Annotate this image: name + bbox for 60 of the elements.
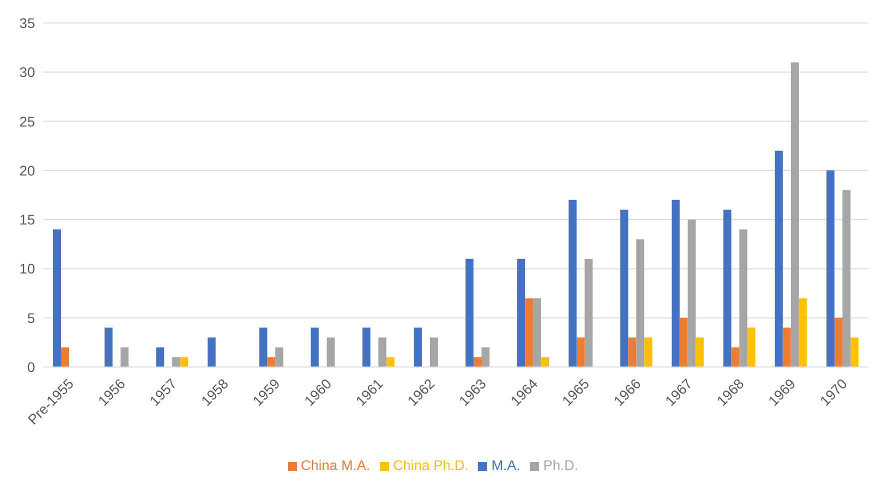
bar — [386, 357, 394, 367]
bar — [620, 210, 628, 367]
y-tick-label: 25 — [19, 113, 36, 130]
bar — [790, 62, 799, 367]
bar — [731, 347, 740, 367]
legend-label: Ph.D. — [543, 457, 578, 473]
bar — [156, 347, 164, 367]
bar — [541, 357, 550, 367]
bar — [326, 338, 335, 367]
bar — [474, 357, 482, 367]
bar — [636, 239, 644, 367]
y-tick-label: 20 — [19, 162, 36, 178]
bar — [644, 338, 652, 367]
bar — [362, 328, 370, 367]
bar — [180, 357, 188, 367]
bar — [850, 338, 858, 367]
bar — [628, 338, 636, 367]
bar — [723, 210, 732, 367]
bar — [120, 347, 129, 367]
bar — [172, 357, 180, 367]
y-tick-label: 0 — [27, 358, 36, 375]
y-tick-label: 35 — [19, 14, 36, 31]
bar — [798, 298, 807, 367]
bar — [482, 347, 490, 367]
bar — [688, 220, 696, 367]
bar — [414, 328, 422, 367]
bar — [739, 229, 748, 367]
bar — [747, 328, 756, 367]
bar — [466, 258, 474, 367]
y-tick-label: 15 — [19, 212, 36, 228]
bar — [576, 338, 585, 367]
y-tick-label: 5 — [27, 310, 36, 326]
bar — [53, 229, 61, 367]
bar — [584, 258, 593, 367]
y-tick-label: 30 — [19, 64, 36, 80]
bar — [525, 298, 534, 367]
bar — [680, 318, 688, 367]
legend-label: China Ph.D. — [392, 457, 468, 473]
bar — [834, 318, 842, 367]
bar — [568, 200, 577, 367]
bar — [267, 357, 276, 367]
bar — [61, 347, 69, 367]
bar — [842, 190, 850, 367]
y-tick-label: 10 — [19, 260, 36, 277]
bar — [259, 328, 268, 367]
bar — [104, 328, 113, 367]
bar — [774, 150, 783, 367]
bar — [310, 328, 319, 367]
bar — [672, 200, 680, 367]
bar — [378, 338, 386, 367]
bar — [517, 258, 526, 367]
bar — [782, 328, 791, 367]
legend-label: M.A. — [491, 457, 520, 473]
bar — [208, 338, 216, 367]
bar — [275, 347, 284, 367]
bar — [826, 170, 834, 367]
bar — [430, 338, 438, 367]
legend-label: China M.A. — [300, 457, 370, 473]
bar — [533, 298, 542, 367]
bar — [696, 338, 704, 367]
